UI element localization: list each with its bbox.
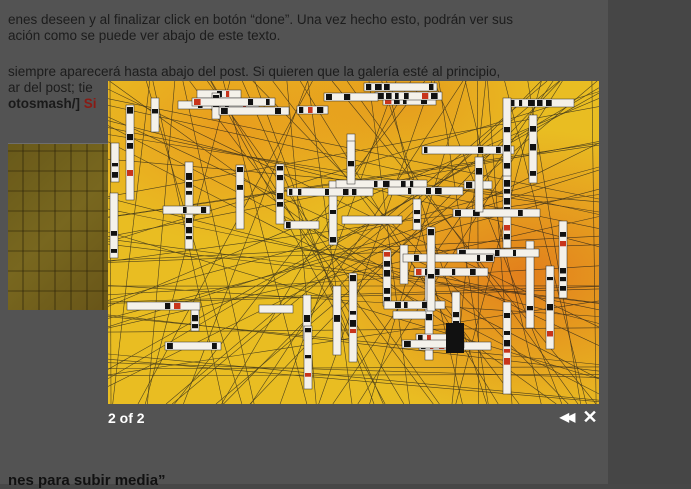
previous-icon[interactable]: ◀◀ [557,408,575,426]
shortcode-text: otosmash/] [8,96,80,111]
abstract-map-artwork [108,81,599,404]
lightbox-footer: 2 of 2 ◀◀ ✕ [108,404,599,432]
section-heading: nes para subir media” [8,472,166,489]
lightbox-image [108,81,599,404]
page-gutter [608,0,691,484]
gallery-thumbnail[interactable] [8,144,110,310]
red-link[interactable]: Si [84,96,97,111]
close-icon[interactable]: ✕ [581,408,599,426]
post-line: ación como se puede ver abajo de este te… [8,28,608,44]
post-line: siempre aparecerá hasta abajo del post. … [8,64,608,80]
post-line: enes deseen y al finalizar click en botó… [8,12,608,28]
slide-counter: 2 of 2 [108,410,145,426]
